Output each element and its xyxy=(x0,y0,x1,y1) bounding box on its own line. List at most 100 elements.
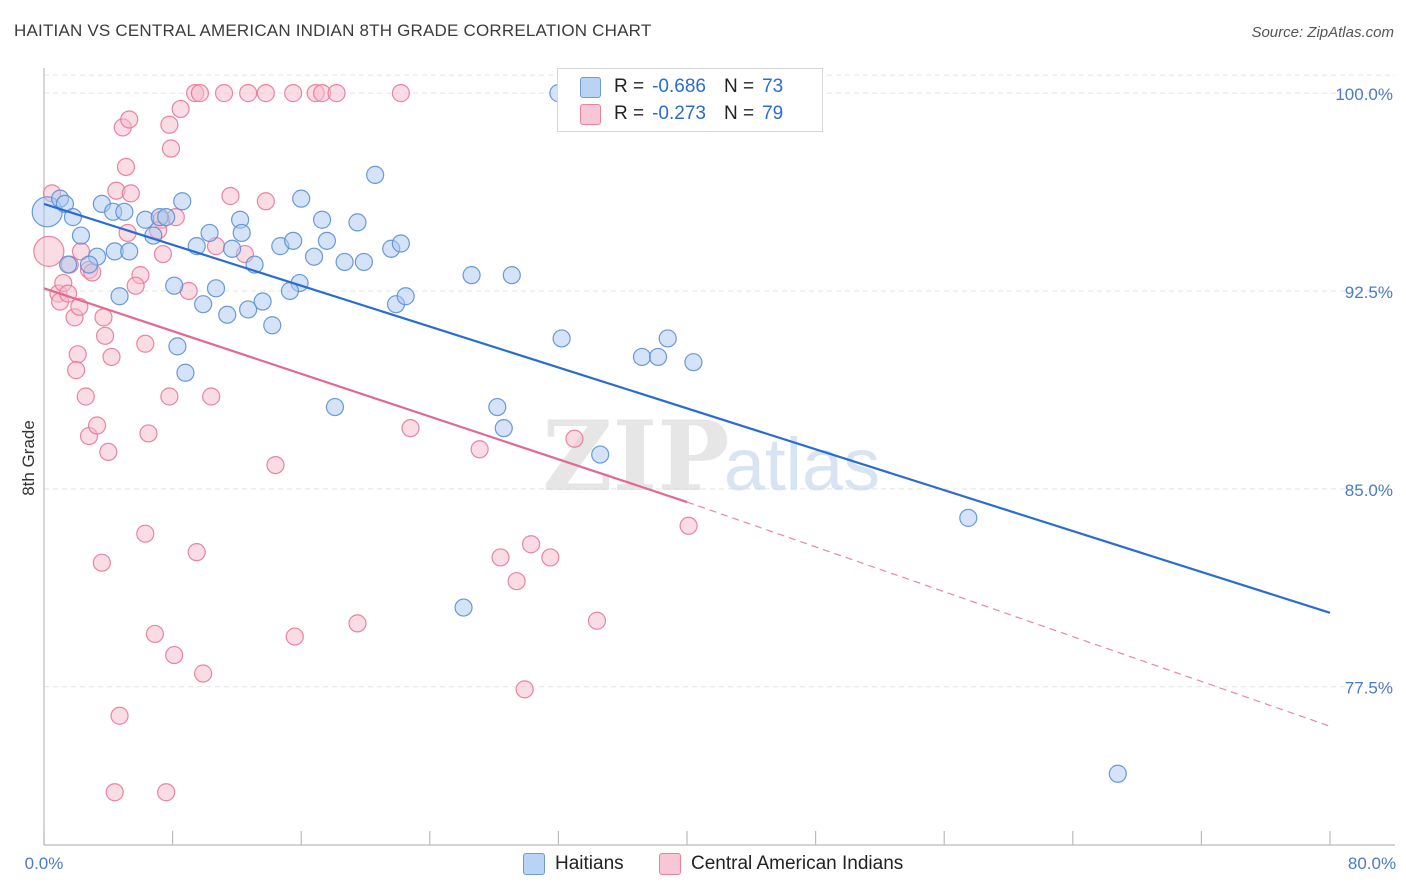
cai-trend-line-extrapolated xyxy=(686,501,1331,727)
bottom-legend-swatch-cai xyxy=(659,853,681,875)
haitian-point xyxy=(253,292,272,311)
haitian-point xyxy=(632,347,652,367)
y-tick-label: 85.0% xyxy=(1345,481,1393,500)
haitian-point xyxy=(222,239,242,258)
cai-point xyxy=(67,361,86,380)
haitian-point xyxy=(194,295,213,314)
haitians-trend-line xyxy=(43,202,1331,614)
bottom-legend-label-haitians: Haitians xyxy=(555,853,624,874)
haitian-point xyxy=(79,255,99,274)
haitian-point xyxy=(239,300,258,319)
x-tick-label-min: 0.0% xyxy=(25,854,64,873)
haitian-point xyxy=(648,347,668,367)
cai-point xyxy=(327,84,346,103)
watermark-zip: ZIP xyxy=(542,400,729,513)
legend-n-label: N = xyxy=(723,103,755,124)
haitian-point xyxy=(591,445,610,464)
haitian-point xyxy=(317,231,337,250)
legend-row-cai: R = -0.273 N = 79 xyxy=(614,102,783,126)
cai-point xyxy=(256,84,275,103)
cai-point xyxy=(190,84,210,103)
cai-point xyxy=(348,614,367,633)
cai-point xyxy=(194,664,213,683)
haitian-point xyxy=(494,419,513,438)
haitian-point xyxy=(396,287,415,306)
cai-point xyxy=(116,157,136,177)
legend-swatch-haitians xyxy=(580,77,601,98)
haitian-point xyxy=(292,189,311,208)
haitian-point xyxy=(391,234,410,253)
haitian-point xyxy=(658,329,677,348)
cai-point xyxy=(160,387,179,406)
cai-point xyxy=(105,783,124,802)
source-label: Source: ZipAtlas.com xyxy=(1251,24,1394,41)
haitian-point xyxy=(232,223,251,243)
haitian-point xyxy=(71,226,91,245)
haitian-point xyxy=(454,598,473,617)
cai-point xyxy=(94,308,113,327)
cai-point xyxy=(679,516,698,535)
bottom-legend-swatch-haitians xyxy=(523,853,545,875)
y-axis-title: 8th Grade xyxy=(19,420,38,496)
haitian-point xyxy=(157,208,176,227)
legend-n-label: N = xyxy=(723,76,755,97)
haitian-point xyxy=(263,316,282,335)
cai-point xyxy=(521,535,541,554)
cai-point xyxy=(401,419,420,438)
bottom-legend-haitians: Haitians xyxy=(523,851,624,877)
legend-n-value-haitians: 73 xyxy=(762,76,784,97)
cai-point xyxy=(171,99,190,119)
cai-point xyxy=(92,553,111,572)
haitian-point xyxy=(1108,764,1127,783)
cai-point xyxy=(76,387,95,406)
x-tick-label-max: 80.0% xyxy=(1348,854,1396,873)
cai-point xyxy=(145,624,165,644)
cai-point xyxy=(136,334,155,353)
y-tick-label: 100.0% xyxy=(1335,85,1393,104)
cai-point xyxy=(202,387,221,406)
cai-point xyxy=(153,244,173,264)
cai-point xyxy=(565,429,584,448)
legend-swatch-cai xyxy=(580,104,601,125)
cai-point xyxy=(285,627,304,646)
haitian-point xyxy=(348,213,367,232)
haitian-point xyxy=(284,231,303,250)
cai-point xyxy=(110,706,129,725)
haitian-point xyxy=(684,353,703,372)
haitian-point xyxy=(335,252,354,272)
cai-point xyxy=(102,347,121,367)
haitian-point xyxy=(354,252,373,272)
cai-point xyxy=(221,186,240,206)
cai-point xyxy=(68,345,87,364)
cai-point xyxy=(214,84,234,103)
cai-point xyxy=(165,645,184,665)
cai-point xyxy=(239,84,258,103)
cai-point xyxy=(95,326,115,345)
haitian-point xyxy=(552,329,571,348)
cai-point xyxy=(121,184,140,203)
cai-point xyxy=(87,416,107,435)
chart-title: HAITIAN VS CENTRAL AMERICAN INDIAN 8TH G… xyxy=(14,21,652,40)
legend-row-haitians: R = -0.686 N = 73 xyxy=(614,75,783,99)
cai-point xyxy=(33,235,65,267)
haitian-point xyxy=(120,242,139,261)
cai-point xyxy=(541,548,560,567)
cai-point xyxy=(507,572,526,591)
bottom-legend-label-cai: Central American Indians xyxy=(691,853,904,874)
haitian-point xyxy=(959,508,978,527)
haitian-point xyxy=(173,192,192,211)
cai-point xyxy=(99,442,118,462)
haitian-point xyxy=(110,287,129,306)
haitian-point xyxy=(200,223,219,243)
haitian-point xyxy=(115,202,134,221)
haitian-point xyxy=(59,255,78,274)
haitian-point xyxy=(325,397,345,417)
haitian-point xyxy=(312,210,332,229)
haitian-point xyxy=(176,363,195,382)
legend-r-value-cai: -0.273 xyxy=(652,103,706,124)
haitian-point xyxy=(502,266,521,285)
bottom-legend-cai: Central American Indians xyxy=(659,851,903,877)
cai-point xyxy=(470,440,489,459)
cai-point xyxy=(515,680,534,699)
